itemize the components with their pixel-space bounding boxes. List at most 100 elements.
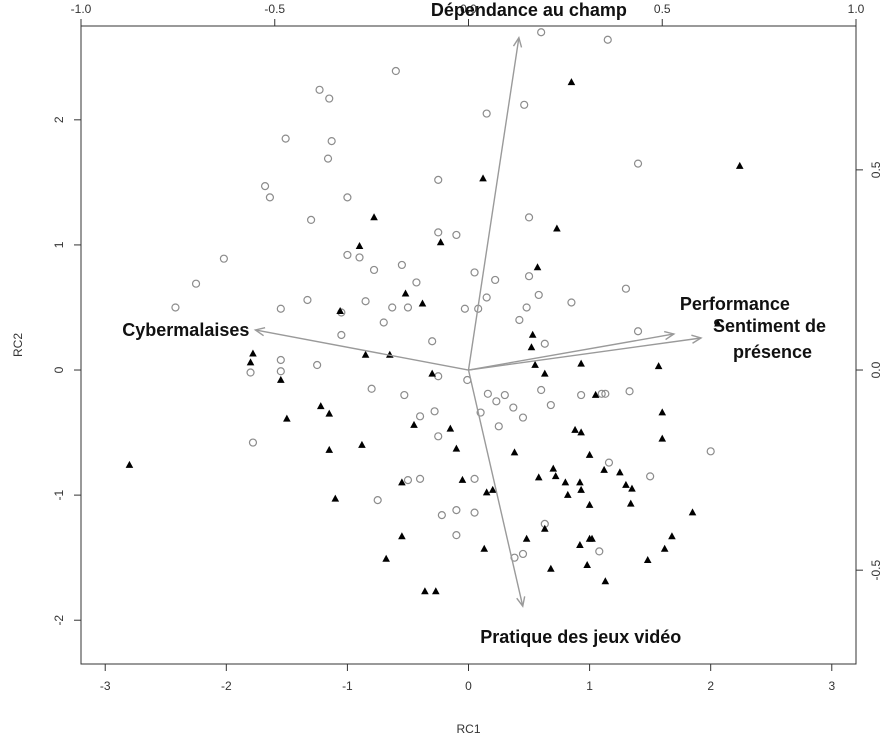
data-point-triangle [600, 465, 608, 473]
data-point-circle [171, 303, 180, 312]
data-point-circle [476, 408, 485, 417]
data-point-triangle [622, 480, 630, 488]
data-point-triangle [616, 468, 624, 476]
y-tick-label: -1 [52, 489, 66, 500]
data-point-triangle [398, 532, 406, 540]
data-point-circle [567, 298, 576, 307]
top-axis: -1.0 -0.5 0.0 0.5 1.0 [71, 2, 865, 26]
data-point-triangle [735, 161, 744, 169]
data-point-triangle [668, 532, 676, 540]
data-point-circle [518, 549, 528, 559]
top-tick-label: 1.0 [848, 2, 865, 16]
data-point-circle [246, 368, 255, 377]
data-point-triangle [355, 241, 364, 249]
data-point-triangle [418, 299, 427, 307]
data-point-triangle [561, 478, 570, 486]
data-point-circle [276, 355, 285, 365]
data-point-circle [518, 413, 528, 422]
data-point-triangle [283, 414, 291, 422]
data-point-circle [534, 290, 543, 300]
data-point-triangle [358, 440, 366, 448]
data-point-triangle [246, 358, 255, 366]
data-point-circle [434, 228, 443, 237]
data-point-circle [494, 422, 503, 431]
data-point-circle [191, 279, 201, 288]
data-point-triangle [401, 289, 410, 297]
data-point-circle [403, 476, 413, 485]
data-point-triangle [658, 408, 667, 416]
data-point-circle [492, 397, 501, 406]
data-point-circle [276, 367, 285, 376]
data-point-triangle [571, 425, 579, 433]
data-point-circle [500, 390, 509, 400]
data-point-triangle [576, 540, 584, 548]
data-point-circle [325, 94, 334, 103]
loading-label: Cybermalaises [122, 320, 249, 340]
data-point-triangle [540, 524, 549, 532]
data-point-triangle [331, 494, 340, 502]
data-point-circle [313, 360, 322, 370]
data-point-circle [540, 339, 549, 348]
data-point-triangle [432, 587, 440, 595]
data-point-triangle [588, 534, 596, 542]
data-point-triangle [510, 448, 519, 456]
loading-arrow-head [512, 36, 523, 48]
data-point-circle [460, 304, 469, 313]
data-point-circle [601, 389, 610, 398]
data-point-circle [546, 400, 555, 410]
data-point-triangle [410, 420, 418, 428]
left-axis: -2 -1 0 1 2 [52, 116, 81, 626]
data-point-circle [355, 253, 364, 262]
y-axis-title: RC2 [11, 333, 25, 357]
data-point-triangle [660, 544, 669, 552]
data-point-circle [281, 134, 290, 143]
data-point-triangle [583, 560, 591, 568]
right-tick-label: 0.0 [869, 361, 883, 378]
points-layer [125, 28, 744, 595]
data-point-circle [537, 385, 546, 395]
loading-arrows [253, 36, 703, 608]
data-point-circle [515, 315, 524, 325]
data-point-circle [265, 193, 275, 202]
data-point-circle [315, 85, 324, 94]
data-point-triangle [643, 555, 652, 563]
data-point-triangle [316, 402, 325, 410]
top-tick-label: -1.0 [71, 2, 92, 16]
data-point-triangle [527, 343, 536, 351]
data-point-triangle [421, 587, 429, 595]
data-point-circle [343, 193, 352, 202]
data-point-circle [597, 389, 606, 398]
data-point-circle [470, 268, 479, 277]
data-point-triangle [480, 544, 489, 552]
data-point-circle [633, 327, 643, 336]
data-point-triangle [549, 464, 558, 472]
top-tick-label: 0.0 [460, 2, 477, 16]
data-point-triangle [522, 534, 531, 542]
data-point-circle [520, 100, 529, 109]
data-point-circle [276, 304, 285, 313]
data-point-triangle [551, 472, 560, 480]
data-point-circle [412, 278, 421, 287]
data-point-triangle [591, 390, 600, 398]
x-tick-label: -3 [100, 679, 111, 693]
x-tick-label: -1 [342, 679, 353, 693]
data-point-circle [491, 275, 500, 285]
data-point-circle [604, 458, 614, 467]
data-point-circle [400, 390, 409, 400]
data-point-circle [706, 447, 715, 456]
data-point-circle [434, 175, 443, 184]
data-point-triangle [553, 224, 561, 232]
loading-label-line: Sentiment de [713, 316, 826, 336]
loading-arrow-head [516, 596, 526, 608]
data-point-circle [415, 474, 425, 483]
data-point-triangle [325, 409, 334, 417]
data-point-triangle [458, 475, 467, 483]
data-point-triangle [534, 473, 543, 481]
data-point-circle [437, 511, 446, 520]
data-point-circle [483, 389, 492, 398]
data-point-circle [603, 35, 612, 44]
data-point-circle [509, 403, 518, 412]
loading-label: Performance [680, 294, 790, 314]
data-point-circle [633, 159, 643, 168]
